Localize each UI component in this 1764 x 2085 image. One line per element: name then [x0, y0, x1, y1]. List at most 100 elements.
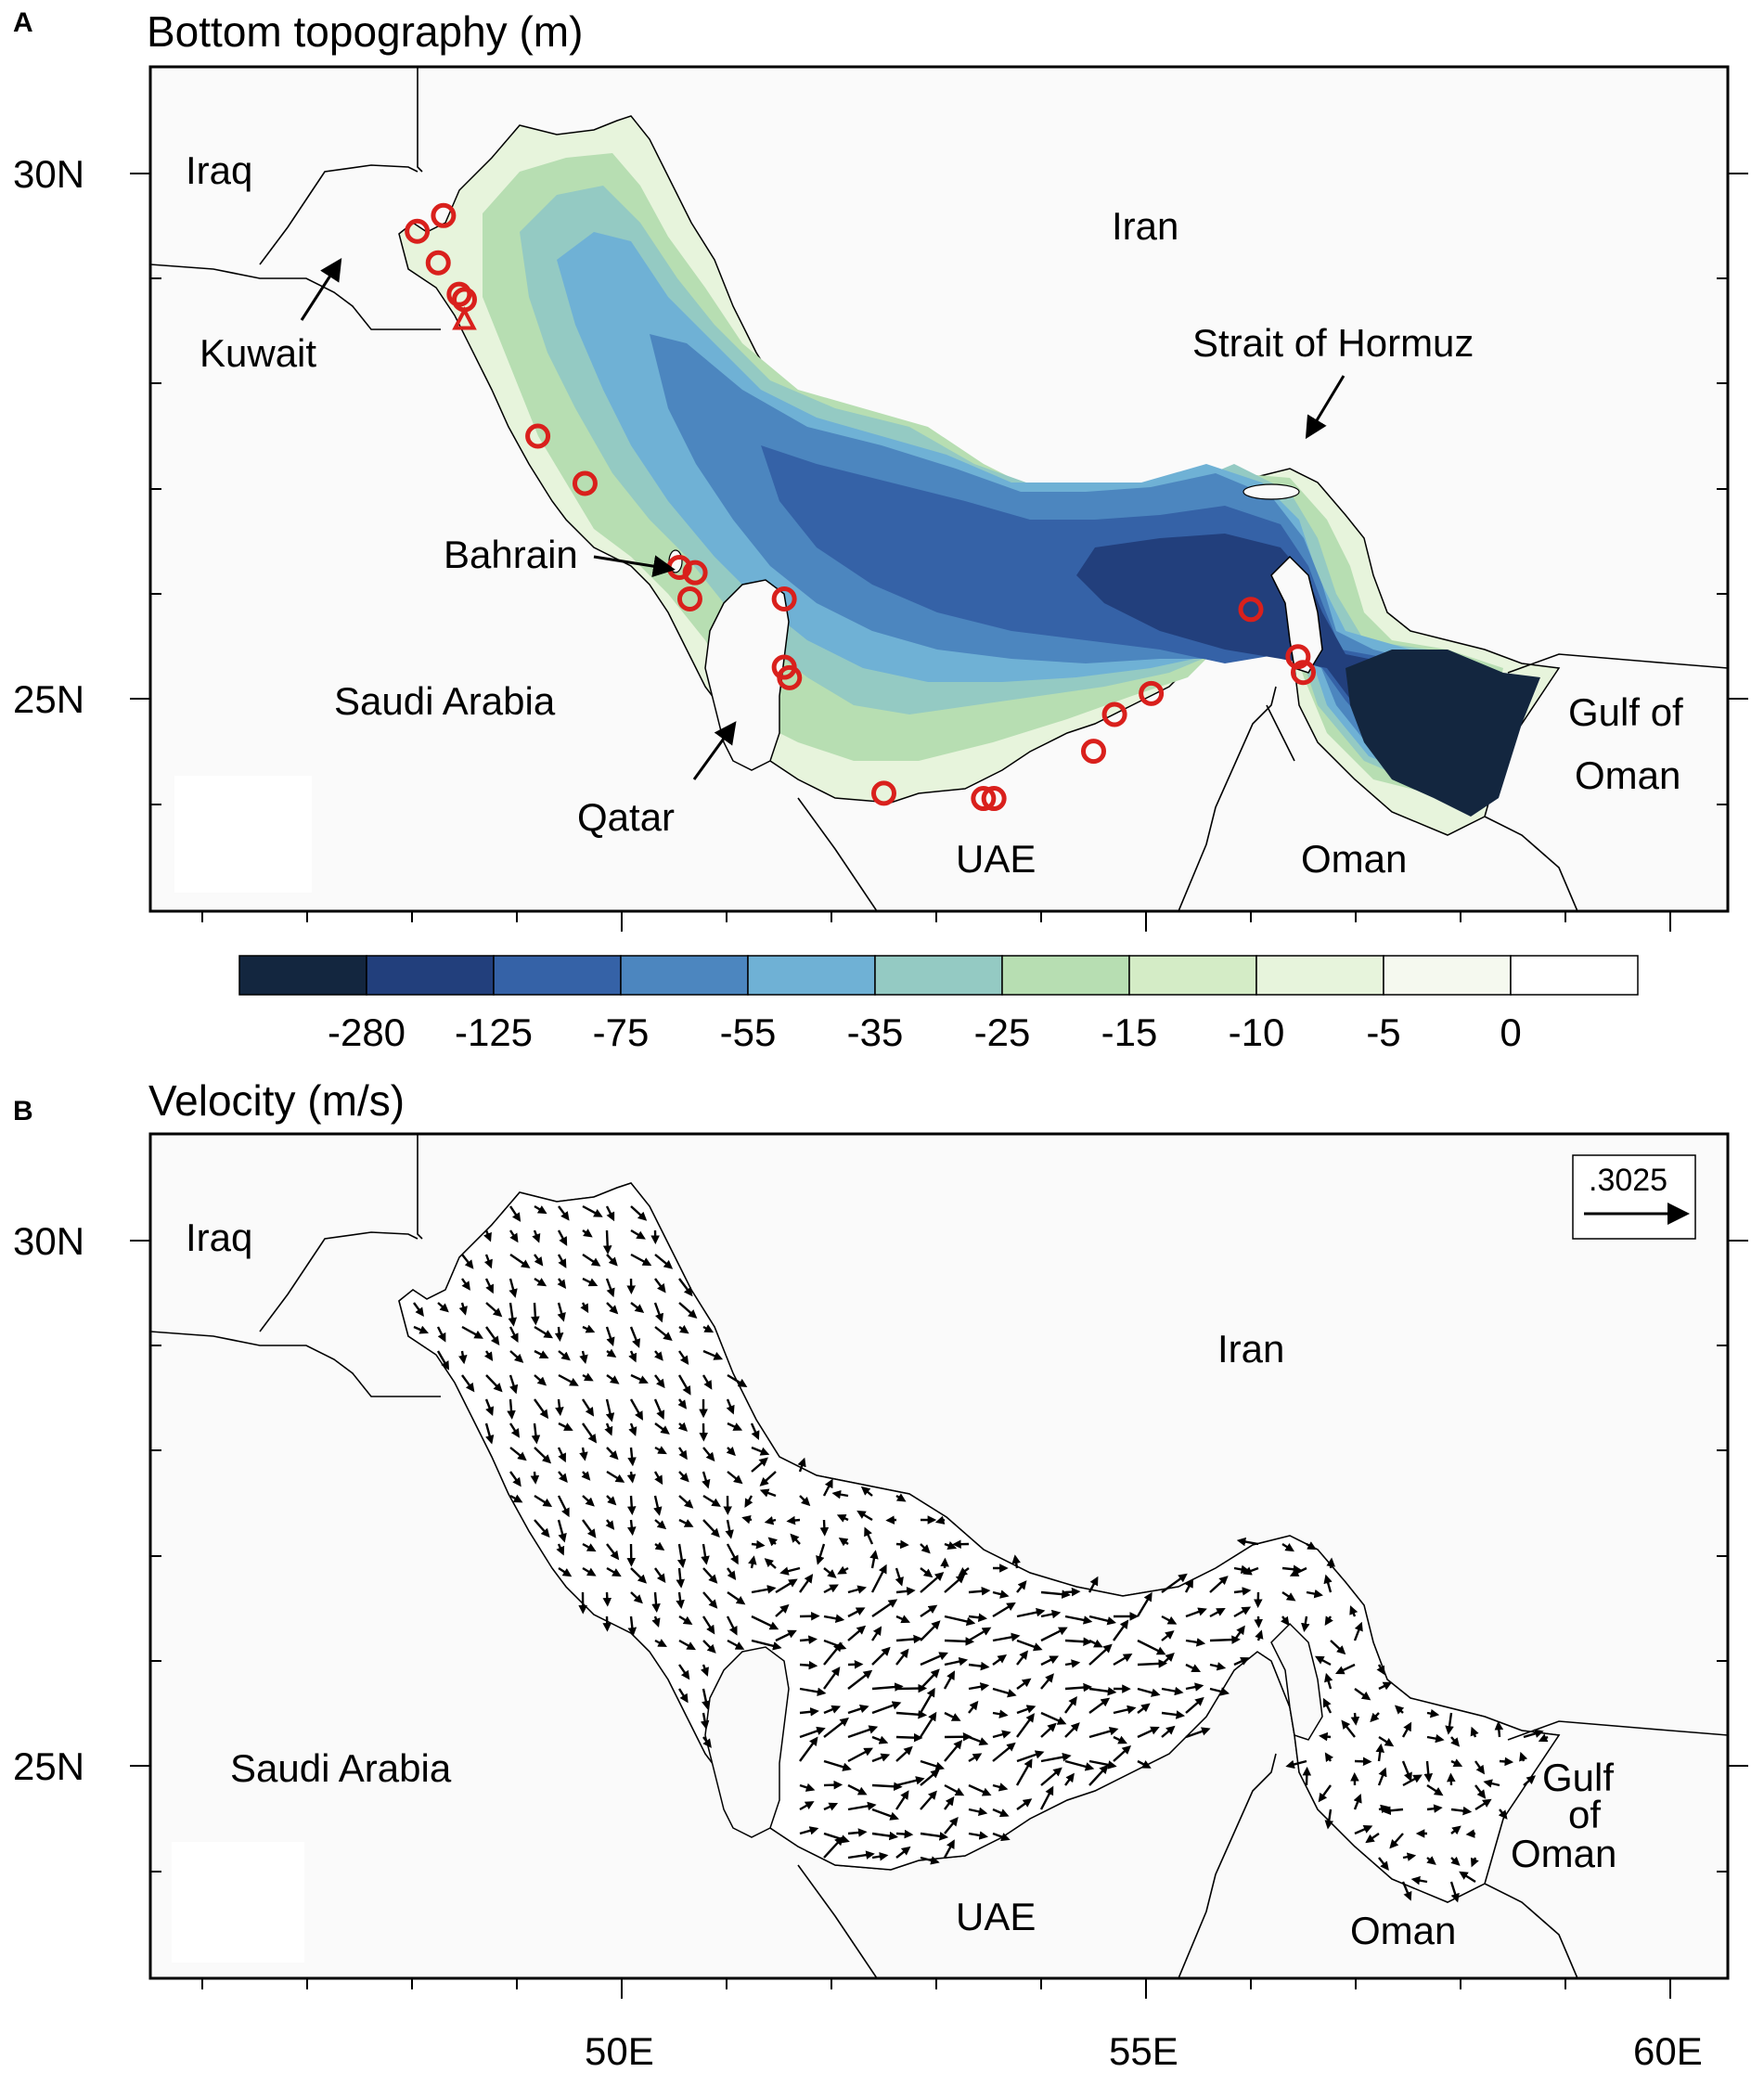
velocity-arrow [838, 1537, 849, 1547]
label-saudi-a: Saudi Arabia [334, 679, 556, 723]
velocity-arrow [1324, 1615, 1333, 1627]
velocity-arrow [1016, 1650, 1029, 1666]
velocity-arrow [751, 1639, 782, 1651]
velocity-arrow [823, 1667, 841, 1690]
velocity-arrow [920, 1652, 948, 1667]
borders-a [150, 67, 1728, 911]
velocity-arrow [1426, 1804, 1443, 1813]
velocity-arrow [484, 1422, 495, 1445]
borders-b [150, 1134, 1728, 1978]
velocity-arrow [1281, 1590, 1296, 1602]
velocity-arrow [653, 1471, 663, 1486]
velocity-arrow [702, 1471, 711, 1489]
velocity-arrow [606, 1566, 622, 1577]
velocity-arrow [678, 1518, 694, 1527]
velocity-arrow [461, 1254, 474, 1269]
velocity-arrow [1088, 1697, 1111, 1714]
velocity-arrow [779, 1566, 801, 1576]
velocity-arrow [702, 1688, 711, 1710]
station-marker [1081, 739, 1106, 765]
velocity-arrow [606, 1470, 625, 1483]
velocity-arrow [1450, 1736, 1461, 1747]
velocity-arrow [847, 1747, 873, 1763]
velocity-arrow [1350, 1712, 1360, 1726]
velocity-arrow [837, 1565, 849, 1575]
velocity-arrow [726, 1543, 739, 1565]
velocity-arrow [1402, 1852, 1417, 1861]
velocity-arrow [1459, 1871, 1476, 1884]
velocity-arrow [582, 1324, 596, 1333]
velocity-arrow [895, 1648, 909, 1666]
colorbar-swatch [1001, 955, 1130, 996]
lat-label-25n-b: 25N [13, 1744, 84, 1788]
velocity-arrow [413, 1325, 430, 1334]
velocity-arrow [727, 1471, 743, 1485]
velocity-arrow [582, 1204, 603, 1217]
velocity-arrow [871, 1851, 889, 1861]
velocity-arrow [944, 1656, 969, 1667]
velocity-arrow [871, 1808, 899, 1821]
velocity-arrow [701, 1543, 710, 1565]
velocity-arrow [1330, 1640, 1346, 1655]
station-marker [1238, 597, 1264, 623]
velocity-arrow [847, 1607, 866, 1618]
velocity-arrow [1040, 1711, 1067, 1725]
station-marker [525, 423, 551, 449]
colorbar-swatch [1255, 955, 1384, 996]
qatar-land-b [704, 1646, 790, 1838]
velocity-arrow [1088, 1759, 1117, 1770]
velocity-arrow [968, 1613, 988, 1622]
velocity-arrow [727, 1567, 737, 1581]
colorbar-tick-label: -125 [455, 1010, 533, 1054]
velocity-arrow [1137, 1726, 1160, 1739]
label-oman-b: Oman [1350, 1909, 1456, 1952]
pointer-arrows-a [300, 257, 1346, 780]
velocity-arrow [1353, 1794, 1362, 1810]
blank-inset-b [172, 1842, 304, 1963]
velocity-arrow [1185, 1696, 1204, 1714]
velocity-arrow [605, 1326, 615, 1347]
velocity-arrow [790, 1533, 801, 1545]
velocity-arrow [1450, 1758, 1463, 1768]
velocity-arrow [678, 1664, 690, 1680]
station-marker [572, 470, 598, 496]
velocity-arrow [678, 1471, 689, 1483]
velocity-arrow [654, 1326, 673, 1342]
velocity-arrow [581, 1471, 591, 1481]
velocity-arrow [819, 1519, 830, 1537]
velocity-arrow [1064, 1637, 1093, 1646]
velocity-arrow [558, 1566, 573, 1577]
velocity-arrow [1470, 1857, 1479, 1868]
velocity-arrow [702, 1615, 715, 1635]
velocity-arrow [1499, 1757, 1514, 1767]
velocity-arrow [1401, 1760, 1412, 1783]
velocity-arrow [509, 1494, 523, 1503]
velocity-arrow [509, 1229, 519, 1243]
velocity-arrow [764, 1516, 777, 1525]
label-gulf-oman-b-1: Gulf [1542, 1756, 1614, 1799]
velocity-arrow [751, 1585, 777, 1594]
lat-label-25n-a: 25N [13, 677, 84, 721]
velocity-arrow [1040, 1673, 1054, 1690]
velocity-arrow [764, 1558, 777, 1569]
velocity-arrow [767, 1537, 778, 1547]
velocity-arrow [944, 1817, 959, 1834]
velocity-arrow [944, 1783, 965, 1796]
velocity-arrow [509, 1471, 521, 1487]
velocity-arrow [1474, 1798, 1492, 1811]
velocity-arrow [895, 1709, 928, 1719]
velocity-arrow [702, 1519, 720, 1538]
label-gulf-oman-a-1: Gulf of [1568, 690, 1683, 734]
velocity-arrow [920, 1604, 938, 1617]
velocity-arrow [509, 1374, 519, 1395]
velocity-arrow [557, 1254, 567, 1268]
velocity-arrow [799, 1736, 818, 1762]
velocity-arrow [1301, 1615, 1310, 1633]
velocity-arrow [1445, 1712, 1454, 1735]
velocity-arrow [1519, 1751, 1528, 1762]
label-saudi-b: Saudi Arabia [230, 1746, 452, 1790]
velocity-arrow [1040, 1627, 1068, 1642]
velocity-arrow [558, 1373, 579, 1386]
velocity-arrow [484, 1278, 494, 1294]
velocity-arrow [1354, 1688, 1371, 1701]
